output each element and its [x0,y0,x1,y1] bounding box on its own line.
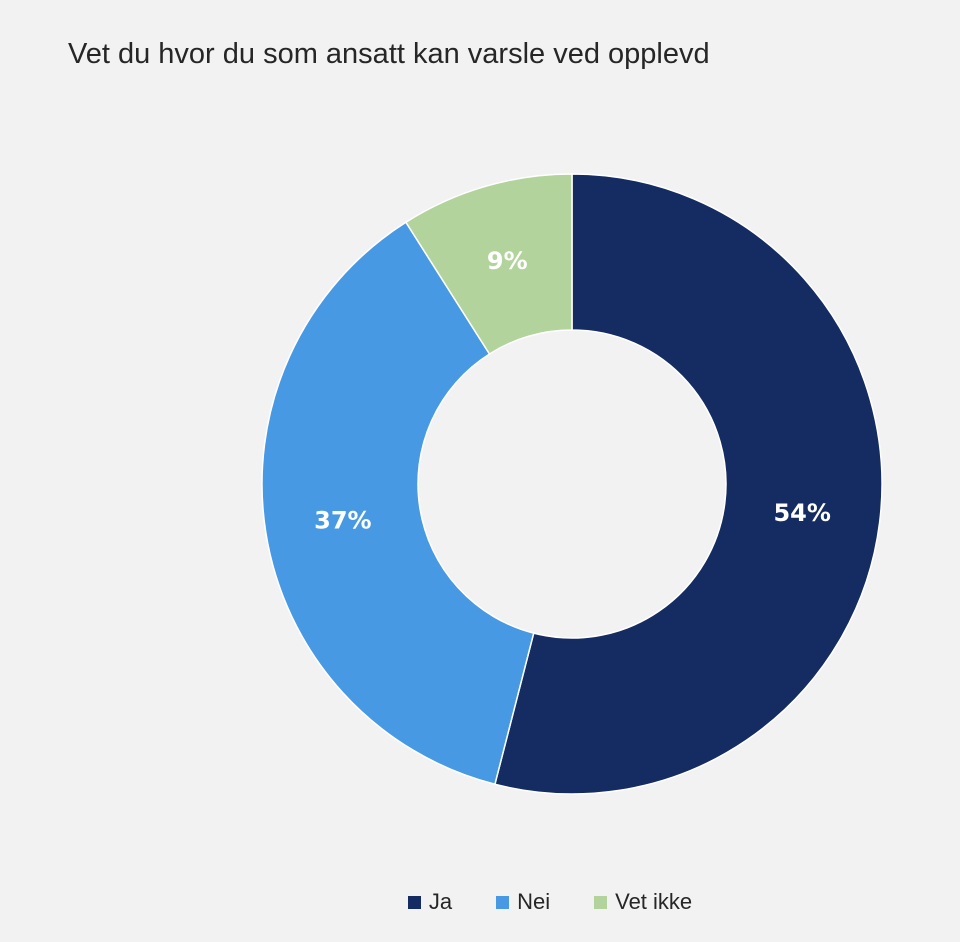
legend-item-nei: Nei [496,889,550,915]
slice-ja [493,173,883,795]
legend-label-vet-ikke: Vet ikke [615,889,693,914]
data-label-vet-ikke: 9% [487,247,528,275]
legend-item-ja: Ja [407,889,453,915]
legend: Ja Nei Vet ikke [0,889,960,915]
legend-swatch-nei [496,895,510,909]
chart-title: Vet du hvor du som ansatt kan varsle ved… [68,38,710,70]
legend-swatch-ja [407,895,421,909]
legend-label-nei: Nei [517,889,551,914]
slice-vet-ikke [404,173,573,356]
legend-swatch-vet-ikke [594,895,608,909]
slice-nei [261,221,535,786]
legend-item-vet-ikke: Vet ikke [594,889,692,915]
legend-label-ja: Ja [428,889,453,914]
data-label-ja: 54% [773,499,830,527]
data-label-nei: 37% [314,506,371,534]
